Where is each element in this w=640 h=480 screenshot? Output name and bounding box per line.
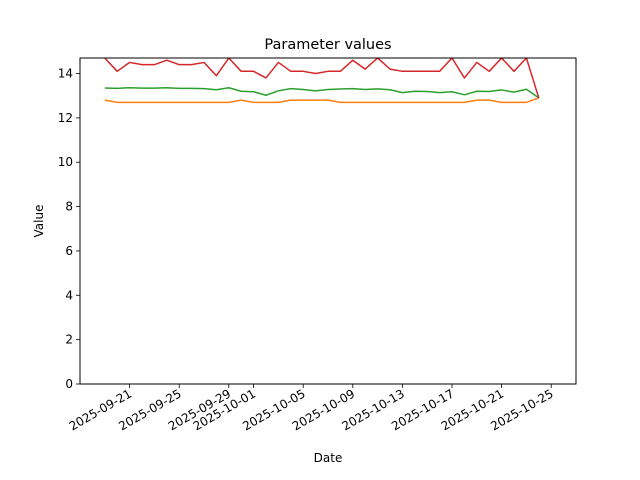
y-tick-label: 2 (65, 333, 73, 347)
y-tick-label: 10 (58, 155, 73, 169)
y-tick-label: 12 (58, 111, 73, 125)
y-tick-label: 6 (65, 244, 73, 258)
chart-title: Parameter values (264, 37, 391, 53)
series-line-1 (104, 97, 540, 104)
x-axis-label: Date (314, 451, 343, 465)
plot-frame (79, 57, 577, 385)
series-line-2 (104, 86, 540, 99)
y-axis-label: Value (32, 205, 46, 238)
y-tick-label: 14 (58, 67, 73, 81)
series-line-3 (104, 58, 540, 99)
y-tick-label: 0 (65, 377, 73, 391)
y-tick-label: 8 (65, 200, 73, 214)
y-axis: 0 2 4 6 8 10 12 14 (58, 67, 80, 391)
y-tick-label: 4 (65, 288, 73, 302)
series-layer (104, 58, 540, 104)
